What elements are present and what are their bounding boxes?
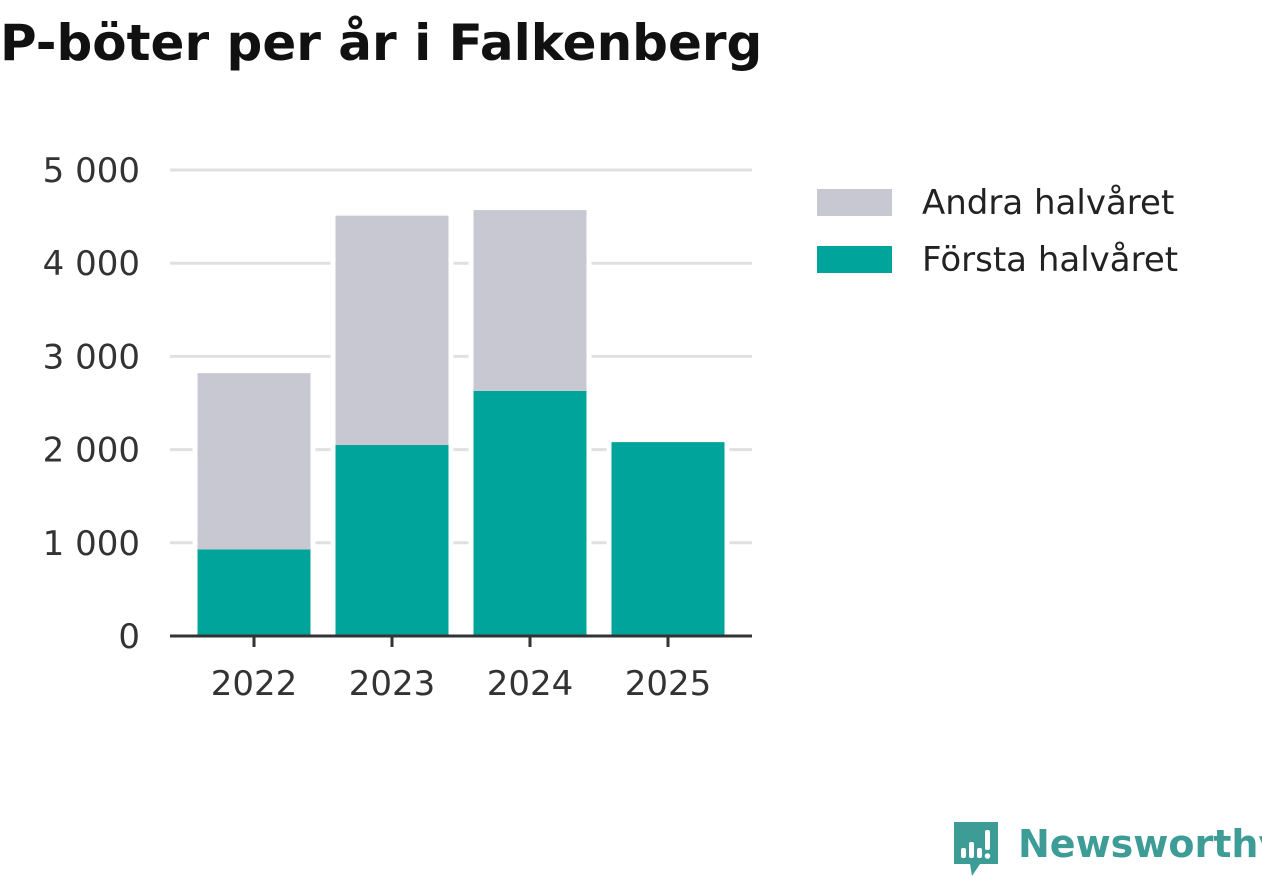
bar-andra-2022 (197, 373, 311, 550)
y-tick-label: 1 000 (43, 524, 140, 564)
y-tick-label: 0 (118, 617, 140, 657)
bar-forsta-2025 (611, 442, 725, 636)
y-tick-label: 4 000 (43, 244, 140, 284)
legend-item-andra: Andra halvåret (817, 178, 1237, 235)
legend-label-forsta: Första halvåret (922, 240, 1179, 280)
brand-name: Newsworthy (1018, 822, 1262, 866)
legend-label-andra: Andra halvåret (922, 183, 1175, 223)
x-tick-label: 2024 (487, 664, 574, 704)
legend: Andra halvåret Första halvåret (817, 178, 1237, 292)
legend-swatch-andra (817, 189, 892, 216)
bar-forsta-2022 (197, 549, 311, 636)
bars (192, 209, 730, 636)
y-tick-label: 2 000 (43, 431, 140, 471)
bar-andra-2024 (473, 210, 587, 391)
x-tick-label: 2025 (625, 664, 712, 704)
bar-forsta-2024 (473, 390, 587, 636)
bar-andra-2023 (335, 215, 449, 445)
y-tick-label: 3 000 (43, 337, 140, 377)
brand-logo: Newsworthy (950, 816, 1262, 879)
axes: 0 1 000 2 000 3 000 4 000 5 000 2022 2023 2024 20… (43, 151, 752, 704)
x-tick-label: 2023 (349, 664, 436, 704)
legend-item-forsta: Första halvåret (817, 235, 1237, 292)
newsworthy-logo-icon (954, 822, 998, 876)
y-tick-label: 5 000 (43, 151, 140, 191)
x-tick-label: 2022 (211, 664, 298, 704)
chart-title: P-böter per år i Falkenberg (0, 14, 763, 72)
legend-swatch-forsta (817, 246, 892, 273)
bar-forsta-2023 (335, 444, 449, 636)
